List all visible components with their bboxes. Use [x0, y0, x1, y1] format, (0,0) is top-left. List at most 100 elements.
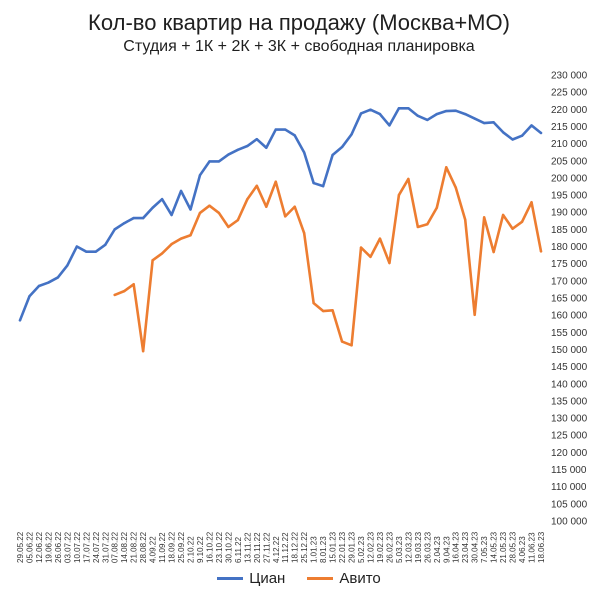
data-point [407, 107, 410, 110]
data-point [454, 186, 457, 189]
x-tick-label: 11.12.22 [281, 532, 290, 563]
data-point [378, 112, 382, 116]
data-point [454, 109, 457, 112]
x-tick-label: 11.09.22 [158, 532, 167, 563]
x-tick-label: 18.06.23 [537, 531, 546, 563]
x-tick-label: 17.07.22 [82, 531, 91, 563]
y-tick-label: 130 000 [551, 414, 588, 425]
data-point [321, 309, 325, 313]
x-tick-label: 21.08.22 [130, 531, 139, 563]
data-point [246, 144, 249, 148]
data-point [397, 193, 401, 197]
legend-item-cian: Циан [217, 570, 285, 587]
x-tick-label: 19.02.23 [376, 531, 385, 563]
data-point [340, 340, 344, 343]
data-point [539, 250, 543, 253]
data-point [331, 153, 334, 157]
y-tick-label: 105 000 [551, 499, 588, 510]
x-tick-label: 30.04.23 [471, 531, 480, 563]
data-point [113, 228, 116, 231]
data-point [246, 197, 249, 201]
data-point [75, 245, 79, 248]
data-point [208, 204, 211, 207]
x-tick-label: 1.01.23 [310, 536, 319, 563]
data-point [151, 206, 154, 209]
x-tick-label: 9.10.22 [196, 536, 205, 563]
data-point [464, 112, 467, 116]
x-tick-label: 23.04.23 [461, 531, 470, 563]
x-tick-label: 05.06.22 [25, 531, 34, 563]
data-point [445, 166, 448, 169]
y-tick-label: 195 000 [551, 191, 588, 202]
data-point [407, 177, 410, 181]
data-point [170, 242, 173, 246]
data-point [56, 276, 60, 279]
x-tick-label: 29.01.23 [348, 531, 357, 563]
x-tick-label: 10.07.22 [73, 531, 82, 563]
x-tick-label: 29.05.22 [16, 531, 25, 563]
data-point [501, 131, 505, 134]
data-point [227, 153, 230, 156]
x-tick-label: 28.05.23 [509, 531, 518, 563]
legend-swatch-avito [307, 577, 334, 580]
data-point [302, 151, 306, 154]
y-tick-label: 210 000 [551, 139, 588, 150]
x-tick-label: 30.10.22 [224, 531, 233, 563]
data-point [378, 237, 382, 240]
data-point [501, 213, 505, 217]
data-point [416, 114, 420, 118]
data-point [511, 227, 514, 230]
y-tick-label: 190 000 [551, 208, 588, 219]
data-point [350, 344, 353, 347]
chart-subtitle: Студия + 1К + 2К + 3К + свободная планир… [123, 38, 475, 55]
x-tick-label: 8.01.23 [319, 536, 328, 563]
x-tick-label: 16.10.22 [205, 531, 214, 563]
data-point [302, 231, 306, 235]
data-point [141, 349, 145, 353]
data-point [47, 281, 50, 284]
x-tick-label: 20.11.22 [253, 532, 262, 563]
data-point [141, 216, 145, 220]
data-point [293, 205, 296, 208]
x-tick-label: 03.07.22 [63, 531, 72, 563]
x-tick-label: 13.11.22 [243, 532, 252, 563]
data-point [492, 121, 495, 124]
x-tick-label: 18.12.22 [291, 531, 300, 563]
data-point [227, 225, 230, 229]
data-point [511, 138, 514, 141]
y-tick-label: 215 000 [551, 122, 588, 133]
y-tick-label: 135 000 [551, 396, 588, 407]
data-point [37, 284, 41, 288]
x-tick-label: 28.08.22 [139, 531, 148, 563]
x-tick-label: 5.03.23 [395, 536, 404, 563]
x-tick-label: 27.11.22 [262, 532, 271, 563]
x-tick-label: 25.09.22 [177, 531, 186, 563]
data-point [482, 121, 486, 125]
data-point [85, 250, 88, 253]
x-tick-label: 07.08.22 [111, 531, 120, 563]
y-tick-label: 180 000 [551, 242, 588, 253]
data-point [255, 184, 259, 188]
x-tick-label: 12.03.23 [404, 531, 413, 563]
x-tick-label: 4.06.23 [518, 536, 527, 563]
x-tick-label: 26.02.23 [385, 531, 394, 563]
data-point [369, 255, 372, 259]
data-point [179, 189, 183, 193]
data-point [170, 213, 173, 217]
x-tick-label: 31.07.22 [101, 531, 110, 563]
data-point [473, 313, 476, 317]
y-tick-label: 155 000 [551, 328, 588, 339]
y-tick-label: 110 000 [551, 482, 587, 493]
y-tick-label: 115 000 [551, 465, 587, 476]
x-tick-label: 12.02.23 [366, 531, 375, 563]
data-point [123, 289, 126, 293]
data-point [530, 201, 533, 204]
x-tick-label: 4.12.22 [272, 536, 281, 563]
y-tick-label: 145 000 [551, 362, 588, 373]
data-point [198, 173, 202, 177]
data-point [530, 124, 533, 127]
data-point [132, 283, 135, 286]
data-point [66, 264, 69, 267]
series-line-cian [18, 106, 543, 322]
